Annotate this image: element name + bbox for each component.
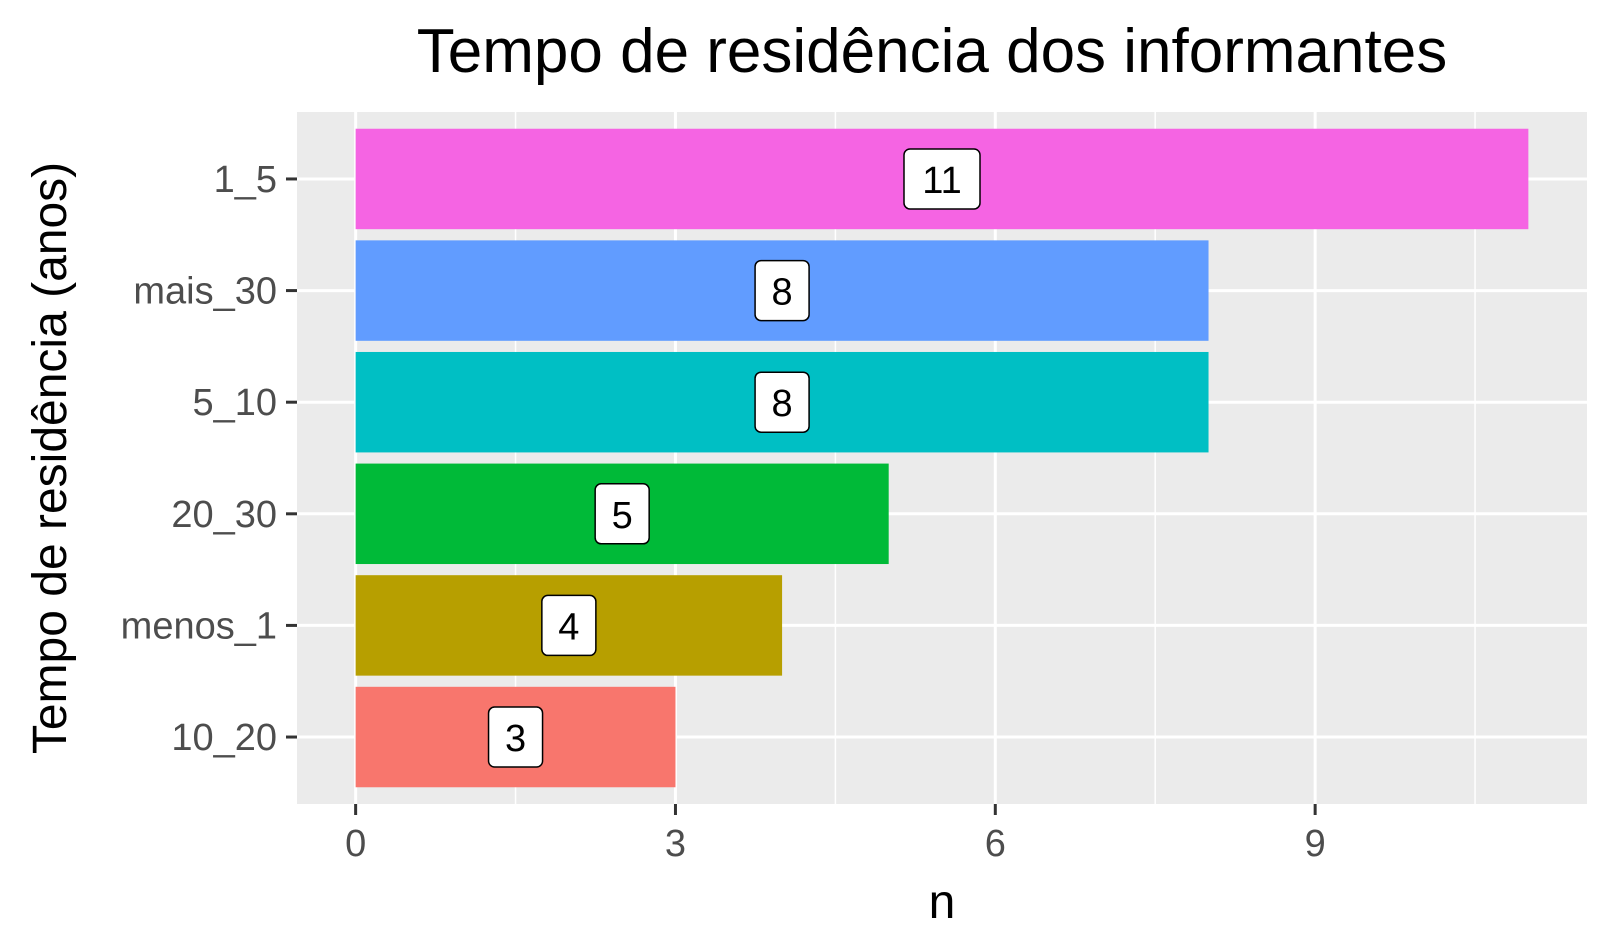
bar-value-label: 3 (487, 706, 544, 768)
y-tick-label: 10_20 (171, 717, 277, 759)
y-tick-label: 1_5 (214, 159, 277, 201)
x-tick-label: 6 (985, 823, 1006, 865)
bar-value-label-text: 11 (922, 160, 961, 202)
bar-value-label-text: 8 (772, 272, 793, 314)
x-tick-label: 3 (665, 823, 686, 865)
bar-value-label-text: 8 (772, 383, 793, 425)
bar-value-label-text: 4 (558, 606, 579, 648)
bar-value-label-box (594, 483, 650, 545)
bar-value-label-box (754, 259, 810, 322)
bar-value-label-box (541, 594, 597, 657)
x-axis-title: n (929, 876, 956, 929)
bar-value-label-box (754, 371, 810, 433)
y-tick-label: mais_30 (133, 271, 277, 313)
bar-value-label: 8 (754, 371, 810, 433)
bar-value-label-text: 3 (505, 718, 526, 760)
x-tick-label: 0 (345, 823, 366, 865)
bar-value-label-box (487, 706, 544, 768)
x-axis: 0 3 6 9 (345, 804, 1326, 865)
y-tick-label: 5_10 (192, 382, 277, 424)
bar-value-label-box (903, 148, 981, 210)
bar-value-label: 11 (903, 148, 981, 210)
y-axis: 1_5 mais_30 5_10 20_30 menos_1 10_20 (121, 159, 297, 759)
bar-value-label: 8 (754, 259, 810, 322)
bar-value-label: 5 (594, 483, 650, 545)
chart-title: Tempo de residência dos informantes (417, 17, 1447, 86)
x-tick-label: 9 (1305, 823, 1326, 865)
y-axis-title: Tempo de residência (anos) (24, 162, 77, 754)
bar-value-label: 4 (541, 594, 597, 657)
y-tick-label: 20_30 (171, 494, 277, 536)
bar-value-label-text: 5 (612, 495, 633, 537)
y-tick-label: menos_1 (121, 605, 277, 647)
bar-labels: 11 8 8 5 4 3 (487, 148, 981, 768)
